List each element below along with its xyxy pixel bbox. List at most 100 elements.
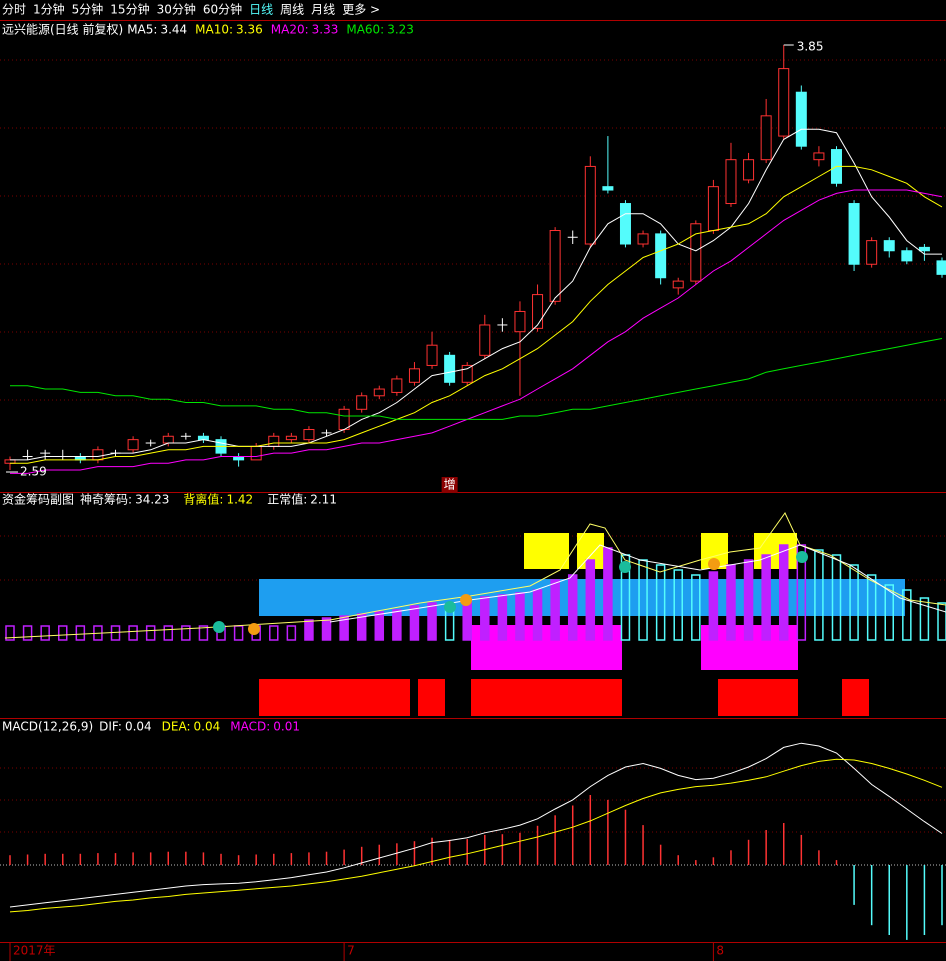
legend-label: DEA: [162, 720, 191, 734]
candle-body [743, 159, 755, 181]
chart-title: 远兴能源(日线 前复权) [2, 22, 123, 37]
candle-body [461, 364, 473, 383]
legend-value: 0.04 [125, 720, 152, 734]
candle-body [514, 310, 526, 333]
toolbar-tab[interactable]: 周线 [280, 3, 304, 17]
bar [427, 602, 437, 641]
series-line [10, 165, 943, 464]
bar [585, 559, 596, 641]
candle-body [549, 230, 561, 302]
toolbar-tab[interactable]: 15分钟 [110, 2, 149, 17]
candle-body [936, 260, 946, 275]
signal-icon [708, 558, 720, 570]
x-tick-label: 2017年 [13, 944, 56, 958]
bar [145, 625, 156, 641]
legend-value: 0.01 [273, 720, 300, 734]
series-line [10, 189, 943, 474]
legend-value: 3.33 [312, 23, 339, 37]
bar [866, 574, 877, 641]
candle-body [707, 186, 719, 232]
annotation-box [441, 477, 458, 493]
bar [128, 625, 138, 641]
bar [778, 544, 789, 641]
bar [163, 625, 174, 641]
bar [567, 574, 578, 641]
series-line [10, 338, 943, 420]
bar [814, 549, 824, 641]
candle-body [637, 233, 649, 245]
legend-label: DIF: [99, 720, 122, 734]
candle-body [795, 91, 807, 147]
bar [603, 547, 613, 641]
bar [181, 625, 191, 641]
candle-body [303, 429, 315, 441]
toolbar-tab[interactable]: 日线 [249, 3, 273, 17]
signal-block [259, 679, 410, 716]
bar [462, 599, 472, 641]
chart-title: MACD(12,26,9) [2, 720, 93, 734]
bar [58, 625, 68, 641]
series-line [10, 128, 942, 461]
signal-block [524, 533, 569, 569]
signal-block [842, 679, 869, 716]
bar [22, 625, 33, 641]
signal-icon [213, 621, 225, 633]
readout-label: 背离值: [183, 492, 223, 507]
bar [497, 594, 508, 641]
bar [691, 574, 701, 641]
candle-body [813, 152, 825, 161]
toolbar-tab[interactable]: 1分钟 [33, 2, 65, 17]
annotation: 增 [444, 478, 456, 492]
legend-label: MACD: [230, 720, 270, 734]
candle-body [444, 354, 456, 383]
toolbar-tab[interactable]: 更多 > [342, 3, 380, 17]
candle-body [373, 388, 385, 397]
bar [884, 584, 894, 641]
bar [532, 589, 543, 641]
candle-body [250, 445, 262, 461]
toolbar-tab[interactable]: 60分钟 [203, 2, 242, 17]
candle-body [690, 223, 702, 282]
candle-body [92, 449, 104, 461]
x-tick-label: 7 [347, 944, 355, 958]
candle-body [532, 294, 544, 329]
signal-icons [213, 551, 808, 635]
bar [480, 596, 490, 641]
signal-icon [444, 601, 456, 613]
high-marker: 3.85 [797, 40, 824, 54]
signal-icon [796, 551, 808, 563]
candle-body [883, 240, 895, 252]
candle-body [848, 203, 860, 265]
candle-body [285, 435, 297, 441]
toolbar-tab[interactable]: 月线 [311, 3, 335, 17]
chart-title: 资金筹码副图 [2, 492, 74, 507]
candle-body [655, 233, 667, 279]
signal-icon [619, 561, 631, 573]
toolbar-tab[interactable]: 30分钟 [157, 2, 196, 17]
candle-body [408, 368, 420, 383]
bar [40, 625, 50, 641]
candle-body [127, 439, 139, 451]
legend-value: 0.04 [194, 720, 221, 734]
bar [743, 559, 754, 641]
bar [515, 592, 525, 641]
legend-value: 3.23 [387, 23, 414, 37]
candle-body [760, 115, 772, 161]
bar [304, 619, 314, 641]
readout-label: 正常值: [267, 492, 307, 507]
bar [5, 625, 15, 641]
bar [409, 605, 420, 641]
signal-block [471, 625, 622, 670]
signal-block [259, 579, 905, 616]
x-tick-label: 8 [716, 944, 724, 958]
candle-body [619, 203, 631, 245]
series-line [9, 758, 943, 913]
candle-body [672, 280, 684, 289]
toolbar-tab[interactable]: 5分钟 [72, 2, 104, 17]
candle-body [268, 435, 280, 447]
bar [655, 564, 666, 641]
bar [902, 589, 912, 641]
toolbar-tab[interactable]: 分时 [2, 3, 26, 17]
candle-body [426, 344, 438, 366]
